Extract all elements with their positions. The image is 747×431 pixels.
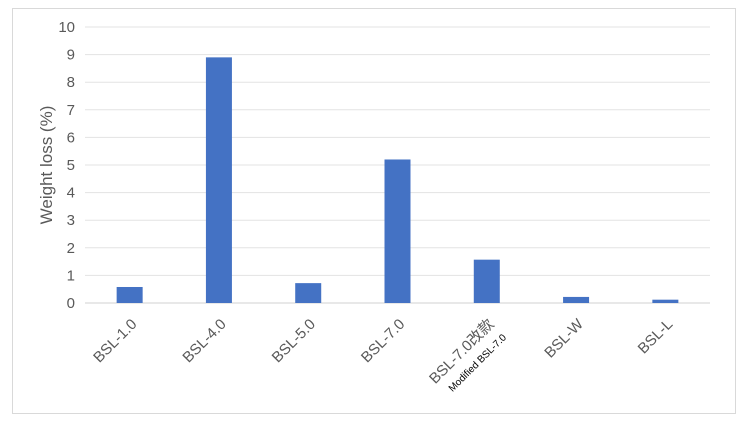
bar-BSL-L bbox=[652, 299, 679, 303]
x-tick-label: BSL-7.0 bbox=[358, 316, 408, 366]
y-tick-label: 6 bbox=[67, 129, 75, 146]
y-tick-label: 4 bbox=[67, 185, 75, 202]
y-tick-label: 9 bbox=[67, 47, 75, 64]
y-tick-label: 8 bbox=[67, 74, 75, 91]
chart-frame bbox=[12, 8, 736, 414]
y-tick-label: 5 bbox=[67, 157, 75, 174]
x-tick-label: BSL-L bbox=[635, 316, 677, 358]
bar-BSL-W bbox=[563, 296, 590, 303]
x-tick-label: BSL-4.0 bbox=[179, 316, 229, 366]
bar-BSL-5.0 bbox=[295, 283, 322, 303]
y-tick-label: 1 bbox=[67, 267, 75, 284]
y-tick-label: 2 bbox=[67, 240, 75, 257]
x-tick-label: BSL-1.0 bbox=[90, 316, 140, 366]
bar-BSL-7.0改款 bbox=[473, 259, 500, 303]
y-tick-label: 10 bbox=[58, 19, 75, 36]
bar-BSL-1.0 bbox=[116, 286, 143, 303]
y-tick-label: 3 bbox=[67, 212, 75, 229]
y-axis-label: Weight loss (%) bbox=[37, 106, 56, 225]
y-tick-label: 0 bbox=[67, 295, 75, 312]
bar-BSL-4.0 bbox=[205, 57, 232, 303]
x-tick-label: BSL-5.0 bbox=[269, 316, 319, 366]
bar-BSL-7.0 bbox=[384, 159, 411, 303]
x-tick-label: BSL-W bbox=[541, 315, 587, 361]
y-tick-label: 7 bbox=[67, 102, 75, 119]
